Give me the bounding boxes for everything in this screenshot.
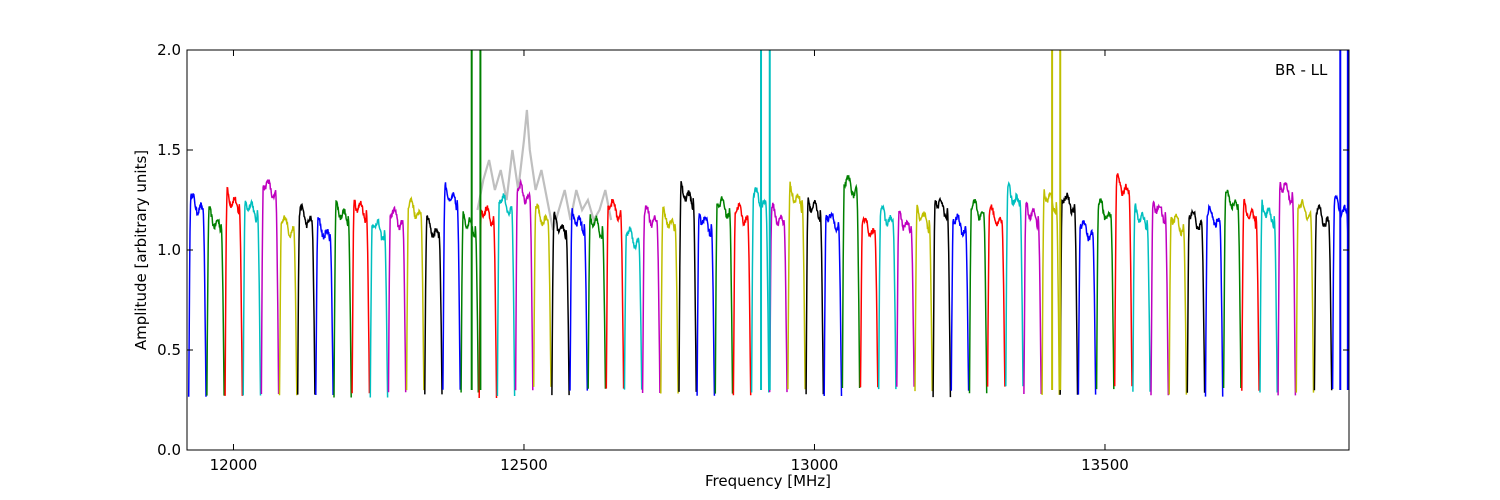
channel-trace: [986, 204, 1006, 387]
ticks-layer: 0.0 0.5 1.0 1.5 2.0 12000 12500 13000 13500: [157, 41, 1349, 474]
channel-trace: [805, 197, 825, 395]
channel-trace: [405, 195, 425, 391]
channel-trace: [369, 218, 389, 398]
channel-trace: [859, 215, 879, 388]
channel-trace: [768, 202, 788, 393]
channel-trace: [187, 193, 207, 397]
channel-trace: [478, 205, 498, 399]
y-tick-label: 0.5: [157, 341, 181, 359]
channel-trace: [1113, 173, 1133, 387]
channel-trace: [1023, 201, 1042, 395]
channel-trace: [206, 206, 225, 396]
channel-trace: [932, 196, 952, 398]
channel-trace: [1059, 192, 1079, 395]
channel-trace: [1150, 200, 1170, 396]
x-axis-label: Frequency [MHz]: [705, 472, 831, 490]
channel-trace: [387, 205, 407, 393]
channel-trace: [732, 201, 752, 396]
channel-trace: [1132, 203, 1151, 392]
y-tick-label: 1.5: [157, 141, 181, 159]
channel-trace: [914, 204, 933, 392]
channel-trace: [569, 208, 589, 391]
channel-trace: [278, 215, 298, 396]
channel-trace: [296, 202, 316, 395]
channel-trace: [442, 182, 461, 390]
channel-trace: [950, 213, 970, 391]
channel-trace: [496, 193, 516, 397]
channel-trace: [260, 179, 280, 395]
channel-trace: [351, 199, 371, 394]
channel-trace: [1168, 213, 1188, 395]
channel-trace: [1222, 189, 1242, 389]
channel-trace: [333, 200, 352, 398]
channel-trace: [623, 226, 643, 390]
channel-trace: [1241, 198, 1260, 391]
channel-trace: [532, 203, 552, 387]
channel-trace: [714, 196, 734, 394]
channel-trace: [841, 174, 861, 389]
y-tick-label: 2.0: [157, 41, 181, 59]
channel-trace: [877, 204, 897, 390]
x-tick-label: 12000: [210, 456, 258, 474]
channel-trace: [1186, 208, 1206, 393]
channel-trace: [605, 198, 625, 389]
channel-trace: [1005, 181, 1024, 387]
channel-trace: [424, 215, 443, 395]
channel-trace: [1313, 203, 1333, 391]
x-tick-label: 12500: [500, 456, 548, 474]
channel-trace: [551, 211, 570, 396]
channel-trace: [1077, 219, 1097, 395]
channel-trace: [823, 211, 843, 397]
x-tick-label: 13000: [791, 456, 839, 474]
y-tick-label: 1.0: [157, 241, 181, 259]
channel-trace: [968, 199, 988, 394]
channel-trace: [1204, 203, 1224, 397]
background-trace: [476, 109, 613, 231]
channel-trace: [641, 205, 661, 394]
channel-trace: [1041, 189, 1061, 395]
channel-trace: [896, 210, 915, 387]
channel-trace: [678, 181, 697, 392]
y-axis-label: Amplitude [arbitrary units]: [132, 150, 150, 350]
channel-trace: [315, 217, 334, 396]
x-tick-label: 13500: [1081, 456, 1129, 474]
channel-trace: [1277, 181, 1297, 396]
channel-trace: [514, 178, 534, 391]
channel-trace: [1259, 199, 1278, 393]
channel-trace: [242, 198, 262, 396]
channel-trace: [460, 211, 480, 393]
plot-area: [187, 50, 1349, 450]
channel-trace: [660, 205, 679, 394]
channel-trace: [224, 186, 244, 396]
channel-trace: [1095, 198, 1115, 390]
channel-trace: [787, 181, 806, 390]
annotation-label: BR - LL: [1275, 61, 1328, 79]
y-tick-label: 0.0: [157, 441, 181, 459]
channel-trace: [1295, 199, 1315, 393]
channel-trace: [587, 214, 607, 389]
channel-trace: [696, 213, 716, 396]
data-layer: [187, 50, 1349, 399]
